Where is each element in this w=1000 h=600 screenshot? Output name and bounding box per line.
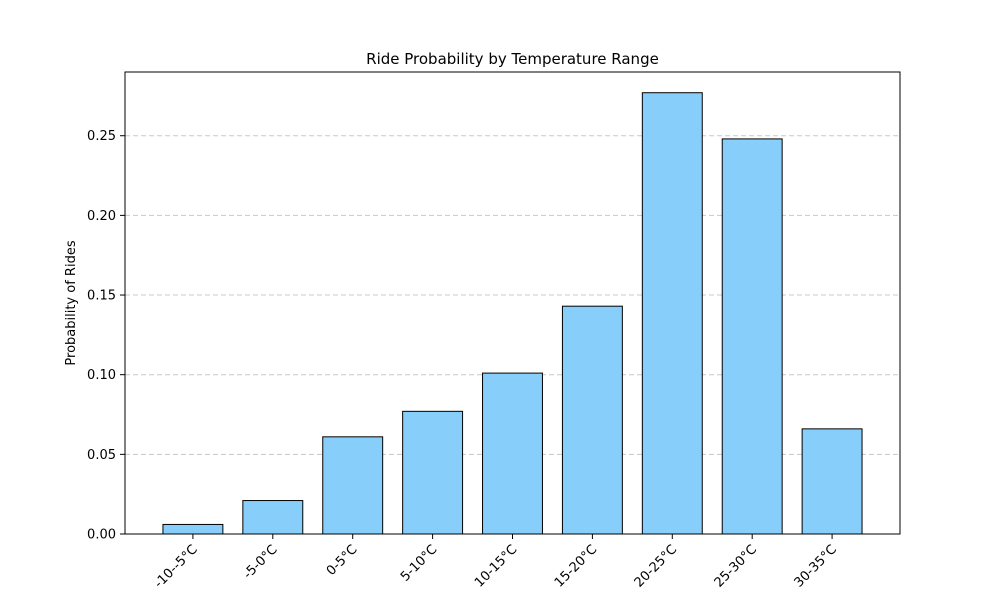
bar xyxy=(561,305,623,535)
chart-title: Ride Probability by Temperature Range xyxy=(366,50,659,68)
bars xyxy=(162,92,863,535)
bar xyxy=(402,410,464,535)
bar xyxy=(801,428,863,535)
y-axis-label: Probability of Rides xyxy=(64,240,79,365)
bar xyxy=(162,523,224,535)
y-tick-label: 0.10 xyxy=(87,368,116,383)
y-tick-label: 0.25 xyxy=(87,129,116,144)
bar xyxy=(242,500,304,535)
bar xyxy=(721,138,783,535)
bar xyxy=(482,372,543,535)
y-tick-label: 0.20 xyxy=(87,209,116,224)
bar xyxy=(641,92,703,535)
y-tick-label: 0.05 xyxy=(87,448,116,463)
bar xyxy=(322,436,384,535)
y-tick-label: 0.15 xyxy=(87,289,116,304)
y-tick-label: 0.00 xyxy=(87,528,116,543)
y-axis: 0.00 0.05 0.10 0.15 0.20 0.25 xyxy=(87,129,125,543)
